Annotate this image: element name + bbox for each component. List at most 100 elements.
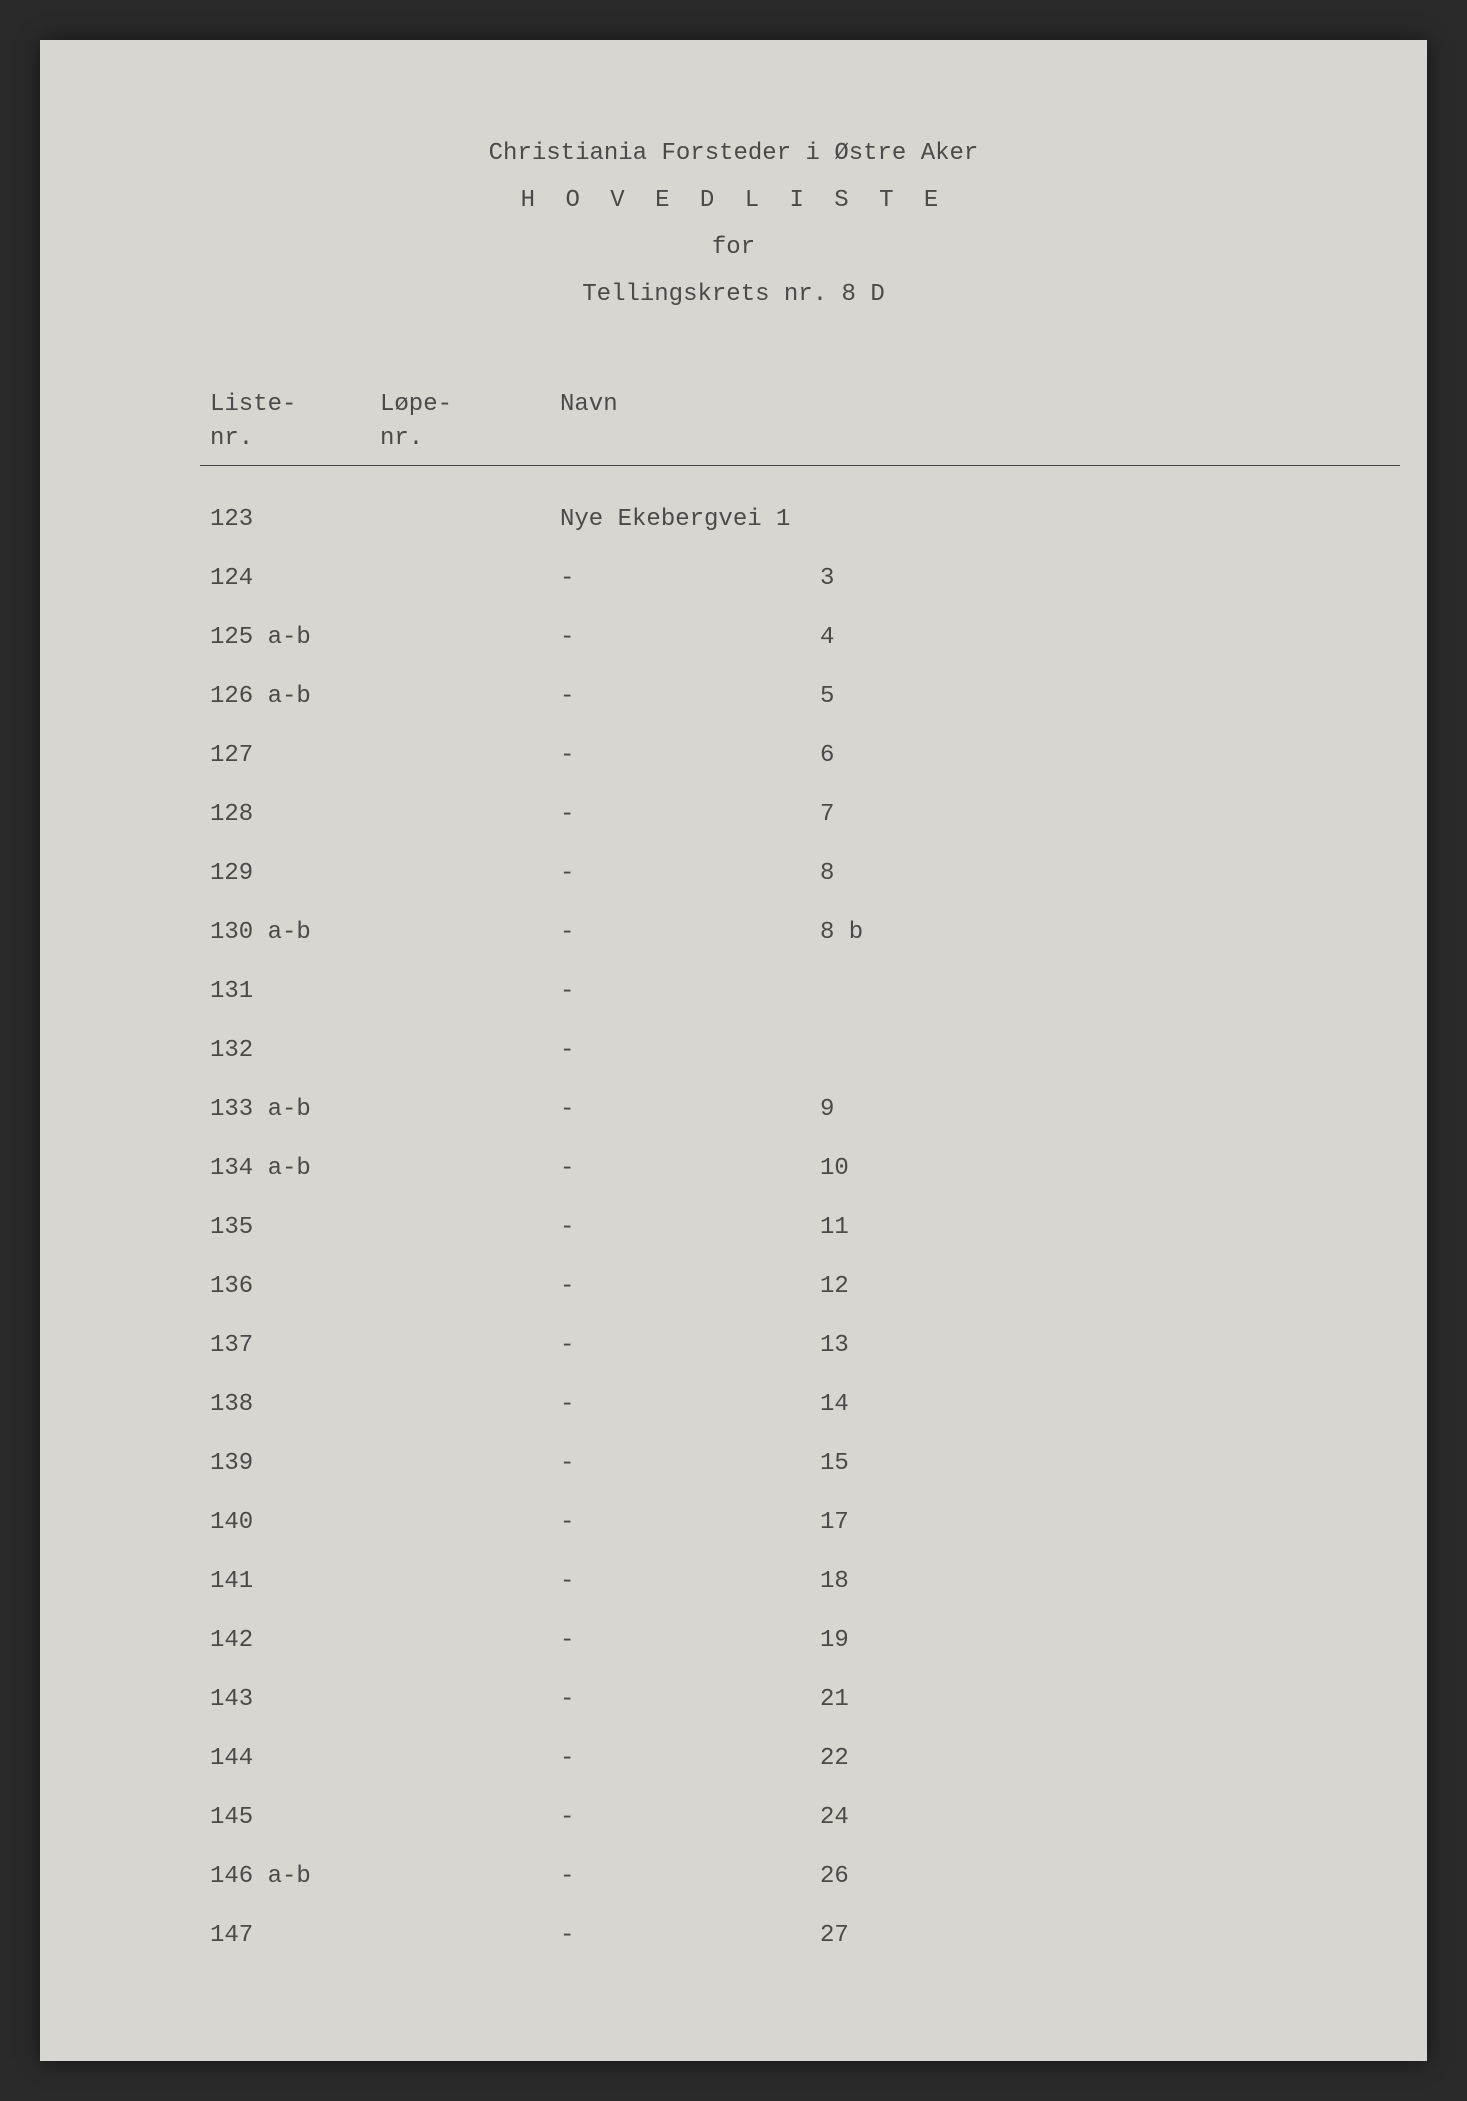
cell-ditto: - bbox=[560, 1096, 820, 1123]
cell-ditto: - bbox=[560, 1627, 820, 1654]
cell-number: 22 bbox=[820, 1745, 920, 1772]
cell-liste: 124 bbox=[210, 565, 380, 592]
cell-liste: 133 a-b bbox=[210, 1096, 380, 1123]
cell-number: 21 bbox=[820, 1686, 920, 1713]
cell-navn: Nye Ekebergvei 1 bbox=[560, 506, 790, 533]
table-row: 143 -21 bbox=[210, 1686, 1347, 1713]
cell-liste: 135 bbox=[210, 1214, 380, 1241]
col-liste-l1: Liste- bbox=[210, 391, 296, 418]
cell-number: 18 bbox=[820, 1568, 920, 1595]
table-row: 145 -24 bbox=[210, 1804, 1347, 1831]
cell-ditto: - bbox=[560, 1863, 820, 1890]
cell-ditto: - bbox=[560, 565, 820, 592]
cell-ditto: - bbox=[560, 1509, 820, 1536]
document-page: Christiania Forsteder i Østre Aker H O V… bbox=[40, 40, 1427, 2061]
cell-number: 5 bbox=[820, 683, 920, 710]
cell-ditto: - bbox=[560, 801, 820, 828]
table-row: 123 Nye Ekebergvei 1 bbox=[210, 506, 1347, 533]
header-rule bbox=[200, 465, 1400, 466]
cell-number: 13 bbox=[820, 1332, 920, 1359]
col-header-liste: Liste- nr. bbox=[210, 388, 380, 455]
cell-liste: 138 bbox=[210, 1391, 380, 1418]
cell-liste: 123 bbox=[210, 506, 380, 533]
table-row: 135 -11 bbox=[210, 1214, 1347, 1241]
cell-liste: 126 a-b bbox=[210, 683, 380, 710]
table-row: 134 a-b-10 bbox=[210, 1155, 1347, 1182]
cell-liste: 146 a-b bbox=[210, 1863, 380, 1890]
cell-liste: 132 bbox=[210, 1037, 380, 1064]
cell-ditto: - bbox=[560, 742, 820, 769]
cell-ditto: - bbox=[560, 1450, 820, 1477]
table-row: 128 -7 bbox=[210, 801, 1347, 828]
cell-liste: 145 bbox=[210, 1804, 380, 1831]
cell-number: 24 bbox=[820, 1804, 920, 1831]
col-navn-label: Navn bbox=[560, 391, 618, 418]
cell-ditto: - bbox=[560, 1214, 820, 1241]
column-headers: Liste- nr. Løpe- nr. Navn bbox=[210, 388, 1347, 455]
table-row: 124 -3 bbox=[210, 565, 1347, 592]
cell-ditto: - bbox=[560, 1391, 820, 1418]
col-header-lope: Løpe- nr. bbox=[380, 388, 560, 455]
cell-number: 17 bbox=[820, 1509, 920, 1536]
cell-number: 12 bbox=[820, 1273, 920, 1300]
cell-number: 4 bbox=[820, 624, 920, 651]
table-row: 127 -6 bbox=[210, 742, 1347, 769]
header-title: H O V E D L I S T E bbox=[120, 187, 1347, 214]
cell-liste: 140 bbox=[210, 1509, 380, 1536]
cell-number: 10 bbox=[820, 1155, 920, 1182]
cell-number: 6 bbox=[820, 742, 920, 769]
cell-liste: 125 a-b bbox=[210, 624, 380, 651]
cell-ditto: - bbox=[560, 1804, 820, 1831]
cell-liste: 128 bbox=[210, 801, 380, 828]
cell-number: 8 bbox=[820, 860, 920, 887]
header-line-3: for bbox=[120, 234, 1347, 261]
header-line-1: Christiania Forsteder i Østre Aker bbox=[120, 140, 1347, 167]
cell-liste: 127 bbox=[210, 742, 380, 769]
cell-ditto: - bbox=[560, 1273, 820, 1300]
cell-ditto: - bbox=[560, 1332, 820, 1359]
cell-liste: 139 bbox=[210, 1450, 380, 1477]
table-row: 133 a-b-9 bbox=[210, 1096, 1347, 1123]
cell-ditto: - bbox=[560, 860, 820, 887]
cell-number: 7 bbox=[820, 801, 920, 828]
cell-number: 14 bbox=[820, 1391, 920, 1418]
col-liste-l2: nr. bbox=[210, 425, 253, 452]
table-row: 142-19 bbox=[210, 1627, 1347, 1654]
cell-liste: 137 bbox=[210, 1332, 380, 1359]
cell-liste: 130 a-b bbox=[210, 919, 380, 946]
cell-number: 11 bbox=[820, 1214, 920, 1241]
cell-liste: 136 bbox=[210, 1273, 380, 1300]
table-row: 147 -27 bbox=[210, 1922, 1347, 1949]
cell-ditto: - bbox=[560, 1922, 820, 1949]
table-row: 125 a-b-4 bbox=[210, 624, 1347, 651]
table-row: 144 -22 bbox=[210, 1745, 1347, 1772]
cell-liste: 134 a-b bbox=[210, 1155, 380, 1182]
cell-ditto: - bbox=[560, 1745, 820, 1772]
cell-liste: 147 bbox=[210, 1922, 380, 1949]
cell-number: 15 bbox=[820, 1450, 920, 1477]
table-row: 129-8 bbox=[210, 860, 1347, 887]
cell-ditto: - bbox=[560, 1686, 820, 1713]
cell-ditto: - bbox=[560, 978, 820, 1005]
cell-ditto: - bbox=[560, 919, 820, 946]
cell-ditto: - bbox=[560, 683, 820, 710]
cell-number: 3 bbox=[820, 565, 920, 592]
cell-number: 19 bbox=[820, 1627, 920, 1654]
table-row: 137 -13 bbox=[210, 1332, 1347, 1359]
table-row: 140 -17 bbox=[210, 1509, 1347, 1536]
cell-liste: 144 bbox=[210, 1745, 380, 1772]
table-row: 131 - bbox=[210, 978, 1347, 1005]
cell-liste: 131 bbox=[210, 978, 380, 1005]
header-line-4: Tellingskrets nr. 8 D bbox=[120, 281, 1347, 308]
table-row: 136 -12 bbox=[210, 1273, 1347, 1300]
cell-ditto: - bbox=[560, 1568, 820, 1595]
cell-liste: 143 bbox=[210, 1686, 380, 1713]
col-header-navn: Navn bbox=[560, 388, 1347, 455]
cell-number: 27 bbox=[820, 1922, 920, 1949]
cell-ditto: - bbox=[560, 1037, 820, 1064]
cell-number: 26 bbox=[820, 1863, 920, 1890]
table-body: 123Nye Ekebergvei 1124-3125 a-b-4126 a-b… bbox=[210, 506, 1347, 1949]
document-header: Christiania Forsteder i Østre Aker H O V… bbox=[120, 140, 1347, 308]
cell-number: 8 b bbox=[820, 919, 920, 946]
col-lope-l2: nr. bbox=[380, 425, 423, 452]
